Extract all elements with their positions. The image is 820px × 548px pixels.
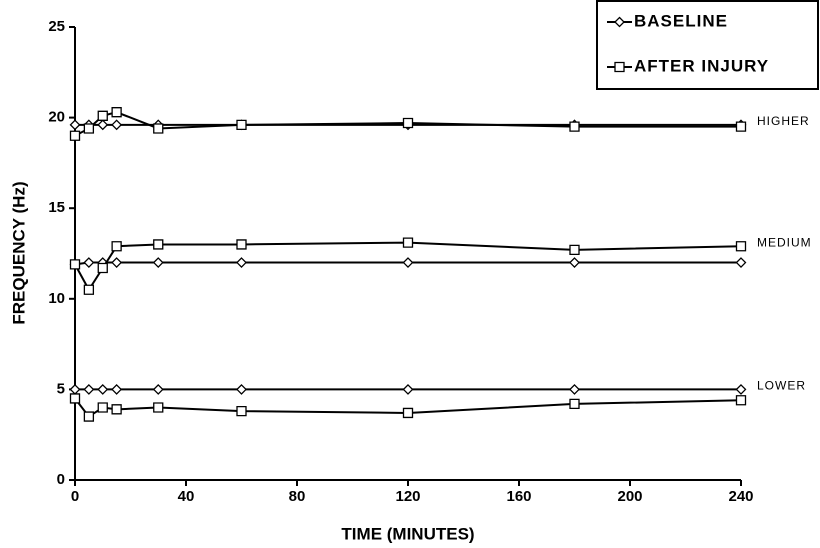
marker bbox=[735, 241, 747, 252]
marker bbox=[236, 119, 247, 130]
marker bbox=[735, 395, 747, 406]
x-tick-label: 80 bbox=[289, 488, 306, 505]
marker bbox=[402, 117, 414, 129]
marker bbox=[111, 119, 123, 131]
marker bbox=[402, 383, 414, 395]
marker bbox=[569, 244, 580, 256]
x-tick-label: 0 bbox=[71, 488, 79, 505]
x-tick-label: 200 bbox=[617, 488, 642, 505]
marker bbox=[97, 402, 108, 413]
marker bbox=[69, 259, 81, 270]
legend: BASELINE AFTER INJURY bbox=[596, 0, 819, 90]
marker bbox=[735, 383, 747, 395]
marker bbox=[569, 257, 580, 268]
marker bbox=[111, 383, 123, 395]
marker bbox=[83, 284, 95, 295]
marker bbox=[111, 107, 122, 118]
marker bbox=[69, 119, 81, 131]
group-label: MEDIUM bbox=[757, 235, 812, 249]
marker bbox=[111, 257, 123, 268]
marker bbox=[153, 123, 164, 134]
marker bbox=[69, 393, 81, 404]
y-tick-label: 25 bbox=[48, 18, 65, 35]
marker bbox=[236, 257, 247, 268]
y-tick-label: 10 bbox=[48, 290, 65, 307]
marker bbox=[97, 110, 108, 121]
marker bbox=[735, 257, 747, 268]
marker bbox=[83, 383, 95, 395]
legend-marker bbox=[614, 61, 625, 73]
y-tick-label: 5 bbox=[57, 380, 65, 397]
marker bbox=[111, 404, 122, 415]
y-axis-title: FREQUENCY (Hz) bbox=[9, 181, 28, 324]
marker bbox=[569, 121, 580, 132]
marker bbox=[152, 257, 164, 268]
y-tick-label: 0 bbox=[57, 471, 65, 488]
marker bbox=[97, 119, 109, 131]
marker bbox=[735, 121, 747, 132]
group-label: LOWER bbox=[757, 379, 806, 393]
marker bbox=[69, 130, 81, 141]
marker bbox=[153, 402, 164, 413]
x-tick-label: 40 bbox=[178, 488, 195, 505]
x-tick-label: 120 bbox=[395, 488, 420, 505]
marker bbox=[152, 383, 164, 395]
legend-label: BASELINE bbox=[634, 11, 728, 30]
group-label: HIGHER bbox=[757, 114, 810, 128]
y-tick-label: 15 bbox=[48, 199, 65, 216]
x-axis-title: TIME (MINUTES) bbox=[341, 524, 474, 543]
marker bbox=[83, 411, 95, 422]
x-tick-label: 240 bbox=[728, 488, 753, 505]
legend-marker bbox=[614, 16, 625, 28]
marker bbox=[153, 239, 164, 250]
legend-label: AFTER INJURY bbox=[634, 56, 769, 75]
x-tick-label: 160 bbox=[506, 488, 531, 505]
marker bbox=[402, 257, 414, 268]
legend-box bbox=[596, 0, 819, 90]
marker bbox=[569, 398, 580, 410]
marker bbox=[236, 383, 247, 395]
marker bbox=[236, 239, 247, 250]
marker bbox=[69, 383, 81, 395]
marker bbox=[402, 237, 414, 248]
marker bbox=[97, 383, 109, 395]
marker bbox=[97, 262, 108, 274]
marker bbox=[402, 407, 414, 419]
marker bbox=[569, 383, 580, 395]
marker bbox=[83, 257, 95, 268]
marker bbox=[111, 241, 122, 252]
marker bbox=[236, 405, 247, 417]
marker bbox=[83, 123, 95, 134]
y-tick-label: 20 bbox=[48, 109, 65, 126]
